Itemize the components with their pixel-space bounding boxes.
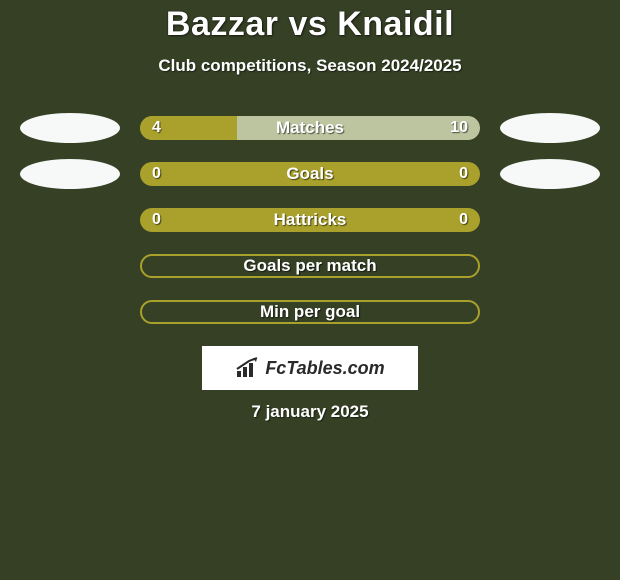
stat-label: Hattricks: [274, 210, 347, 230]
stat-value-left: 0: [152, 165, 161, 183]
stat-value-right: 0: [459, 165, 468, 183]
logo: FcTables.com: [235, 357, 384, 379]
stat-bar: 4 10 Matches: [140, 116, 480, 140]
logo-text: FcTables.com: [265, 358, 384, 379]
stat-label: Min per goal: [260, 302, 360, 322]
stat-label: Matches: [276, 118, 344, 138]
player-ellipse-left: [20, 113, 120, 143]
stat-row: 0 0 Hattricks: [0, 208, 620, 232]
chart-icon: [235, 357, 261, 379]
comparison-infographic: Bazzar vs Knaidil Club competitions, Sea…: [0, 0, 620, 422]
player-ellipse-left: [20, 159, 120, 189]
date-label: 7 january 2025: [0, 402, 620, 422]
stat-value-right: 0: [459, 211, 468, 229]
stat-bar: 0 0 Goals: [140, 162, 480, 186]
stat-value-right: 10: [450, 119, 468, 137]
stat-label: Goals: [286, 164, 333, 184]
stat-bar: 0 0 Hattricks: [140, 208, 480, 232]
stat-row: Min per goal: [0, 300, 620, 324]
stat-label: Goals per match: [243, 256, 376, 276]
page-subtitle: Club competitions, Season 2024/2025: [0, 56, 620, 76]
stat-value-left: 4: [152, 119, 161, 137]
page-title: Bazzar vs Knaidil: [0, 5, 620, 44]
stat-bar-outline: Min per goal: [140, 300, 480, 324]
stat-value-left: 0: [152, 211, 161, 229]
stat-row: 4 10 Matches: [0, 116, 620, 140]
stat-row: Goals per match: [0, 254, 620, 278]
player-ellipse-right: [500, 159, 600, 189]
stat-row: 0 0 Goals: [0, 162, 620, 186]
stat-bar-outline: Goals per match: [140, 254, 480, 278]
logo-box: FcTables.com: [202, 346, 418, 390]
player-ellipse-right: [500, 113, 600, 143]
stat-rows: 4 10 Matches 0 0 Goals 0 0 Hattricks Goals per ma…: [0, 116, 620, 324]
